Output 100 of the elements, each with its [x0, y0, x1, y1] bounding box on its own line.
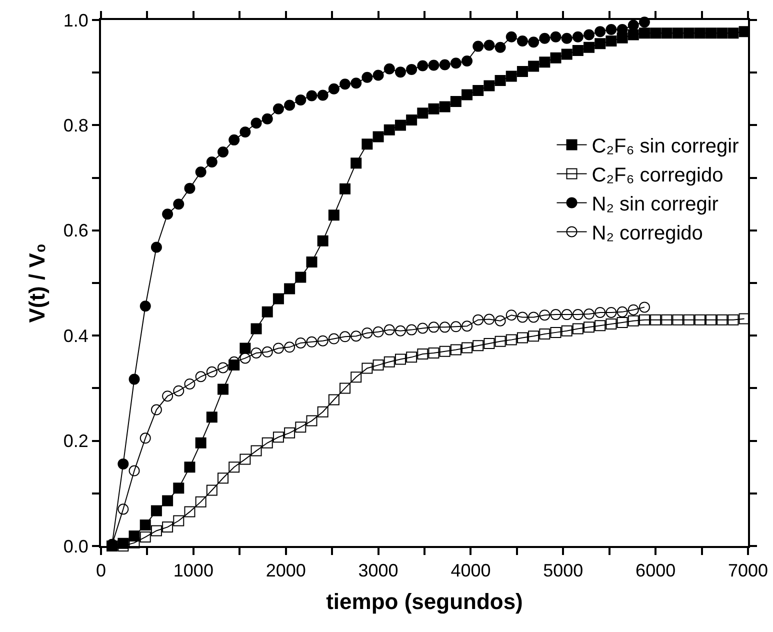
point — [628, 29, 639, 40]
point — [606, 36, 617, 47]
point — [128, 465, 140, 476]
point — [272, 432, 284, 443]
point — [306, 256, 318, 268]
point — [462, 56, 473, 67]
x-tick-label: 3000 — [358, 560, 398, 581]
point — [317, 335, 328, 346]
point — [539, 56, 550, 68]
point — [506, 70, 517, 82]
point — [240, 126, 251, 138]
point — [494, 315, 506, 326]
point — [550, 31, 562, 42]
point — [162, 390, 174, 402]
point — [150, 505, 162, 516]
point — [506, 31, 517, 42]
point — [184, 506, 196, 518]
point — [184, 182, 196, 194]
point — [118, 504, 129, 515]
point — [218, 146, 229, 158]
point — [372, 326, 384, 338]
point — [384, 356, 395, 368]
point — [140, 532, 151, 543]
point — [550, 52, 562, 64]
point — [561, 325, 572, 336]
point — [528, 330, 540, 342]
point — [262, 437, 273, 448]
point — [561, 309, 572, 320]
point — [362, 362, 373, 374]
point — [594, 38, 606, 50]
point — [140, 519, 151, 530]
point — [528, 60, 540, 72]
point — [494, 74, 506, 86]
point — [140, 432, 151, 444]
point — [240, 352, 251, 364]
point — [295, 337, 306, 348]
point — [494, 42, 506, 53]
legend-label: C₂F₆ sin corregir — [592, 136, 740, 158]
point — [328, 210, 340, 221]
point — [184, 378, 196, 390]
x-tick-label: 5000 — [543, 560, 584, 581]
point — [561, 32, 572, 44]
point — [628, 20, 639, 31]
point — [372, 360, 384, 371]
point — [284, 427, 296, 438]
point — [162, 495, 174, 506]
point — [638, 314, 650, 326]
point — [406, 64, 418, 75]
point — [394, 120, 406, 131]
point — [240, 454, 251, 465]
point — [584, 42, 595, 53]
point — [584, 308, 595, 320]
x-tick-label: 6000 — [636, 560, 676, 581]
point — [550, 309, 562, 320]
point — [295, 272, 306, 283]
point — [206, 366, 218, 378]
point — [628, 315, 639, 326]
point — [272, 103, 284, 114]
point — [706, 314, 717, 326]
y-tick-label: 0.4 — [63, 326, 88, 346]
point — [340, 183, 351, 194]
point — [661, 28, 672, 39]
legend-label: N₂ sin corregir — [592, 194, 719, 216]
point — [462, 320, 473, 332]
point — [317, 406, 328, 418]
point — [218, 472, 229, 484]
x-tick-label: 2000 — [266, 560, 306, 581]
point — [584, 322, 595, 333]
point — [306, 336, 318, 348]
point — [206, 484, 218, 496]
point — [384, 124, 395, 136]
point — [128, 374, 140, 385]
x-tick-label: 7000 — [728, 560, 768, 581]
point — [406, 114, 418, 126]
point — [328, 394, 340, 406]
point — [218, 362, 229, 374]
point — [539, 310, 550, 321]
point — [484, 80, 495, 92]
point — [628, 304, 639, 316]
y-axis-title: V(t) / V₀ — [24, 243, 50, 323]
point — [417, 322, 428, 334]
point — [162, 208, 174, 220]
point — [350, 158, 362, 169]
point — [484, 314, 495, 325]
point — [372, 131, 384, 142]
point — [417, 108, 428, 119]
point — [428, 347, 440, 358]
point — [594, 26, 606, 38]
point — [240, 342, 251, 354]
point — [362, 138, 373, 150]
point — [638, 302, 650, 313]
point — [262, 306, 273, 318]
point — [250, 323, 262, 334]
point — [606, 24, 617, 35]
point — [250, 118, 262, 129]
y-tick-label: 0.6 — [63, 220, 88, 241]
point — [284, 283, 296, 294]
point — [150, 404, 162, 416]
point — [694, 28, 706, 39]
point — [450, 344, 462, 356]
